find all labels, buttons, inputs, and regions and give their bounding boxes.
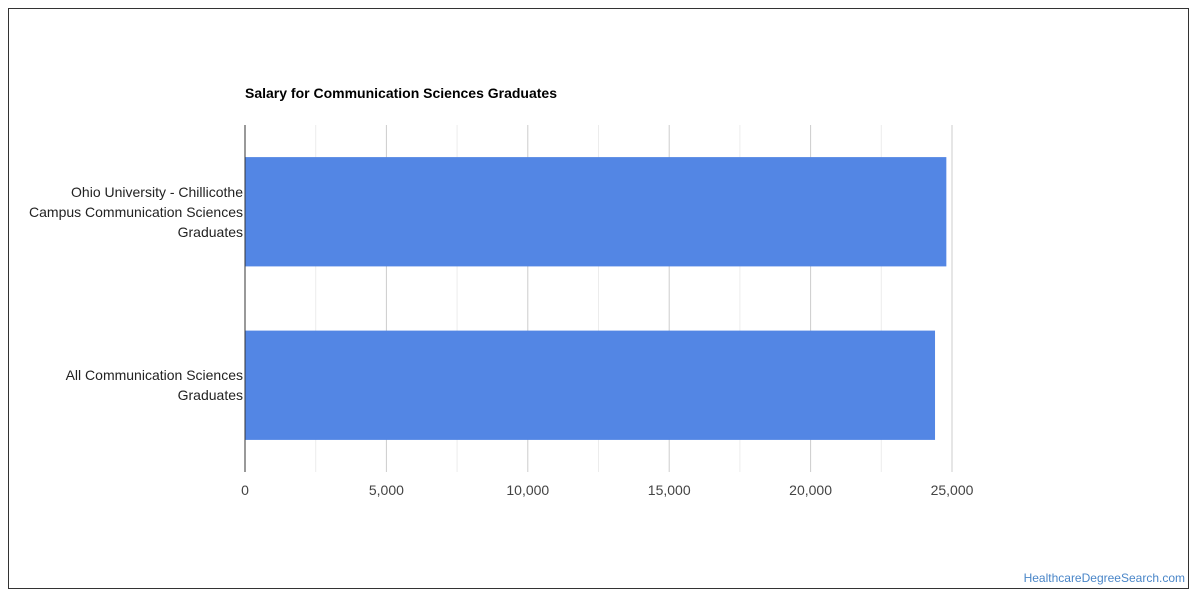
x-tick-label: 20,000 [789, 482, 832, 498]
category-label-0-line-1: Campus Communication Sciences [29, 204, 243, 220]
x-tick-label: 5,000 [369, 482, 404, 498]
bar-0 [245, 157, 947, 267]
category-label-0: Ohio University - Chillicothe Campus Com… [29, 182, 243, 242]
source-credit-link[interactable]: HealthcareDegreeSearch.com [1023, 571, 1185, 585]
category-label-0-line-2: Graduates [177, 224, 243, 240]
x-tick-label: 0 [241, 482, 249, 498]
category-label-0-line-0: Ohio University - Chillicothe [71, 184, 243, 200]
bar-1 [245, 330, 936, 440]
category-label-1-line-1: Graduates [177, 387, 243, 403]
category-label-1-line-0: All Communication Sciences [65, 367, 243, 383]
x-tick-label: 25,000 [931, 482, 974, 498]
category-label-1: All Communication Sciences Graduates [66, 365, 243, 405]
chart-title: Salary for Communication Sciences Gradua… [245, 85, 557, 101]
x-tick-label: 15,000 [648, 482, 691, 498]
x-tick-label: 10,000 [506, 482, 549, 498]
